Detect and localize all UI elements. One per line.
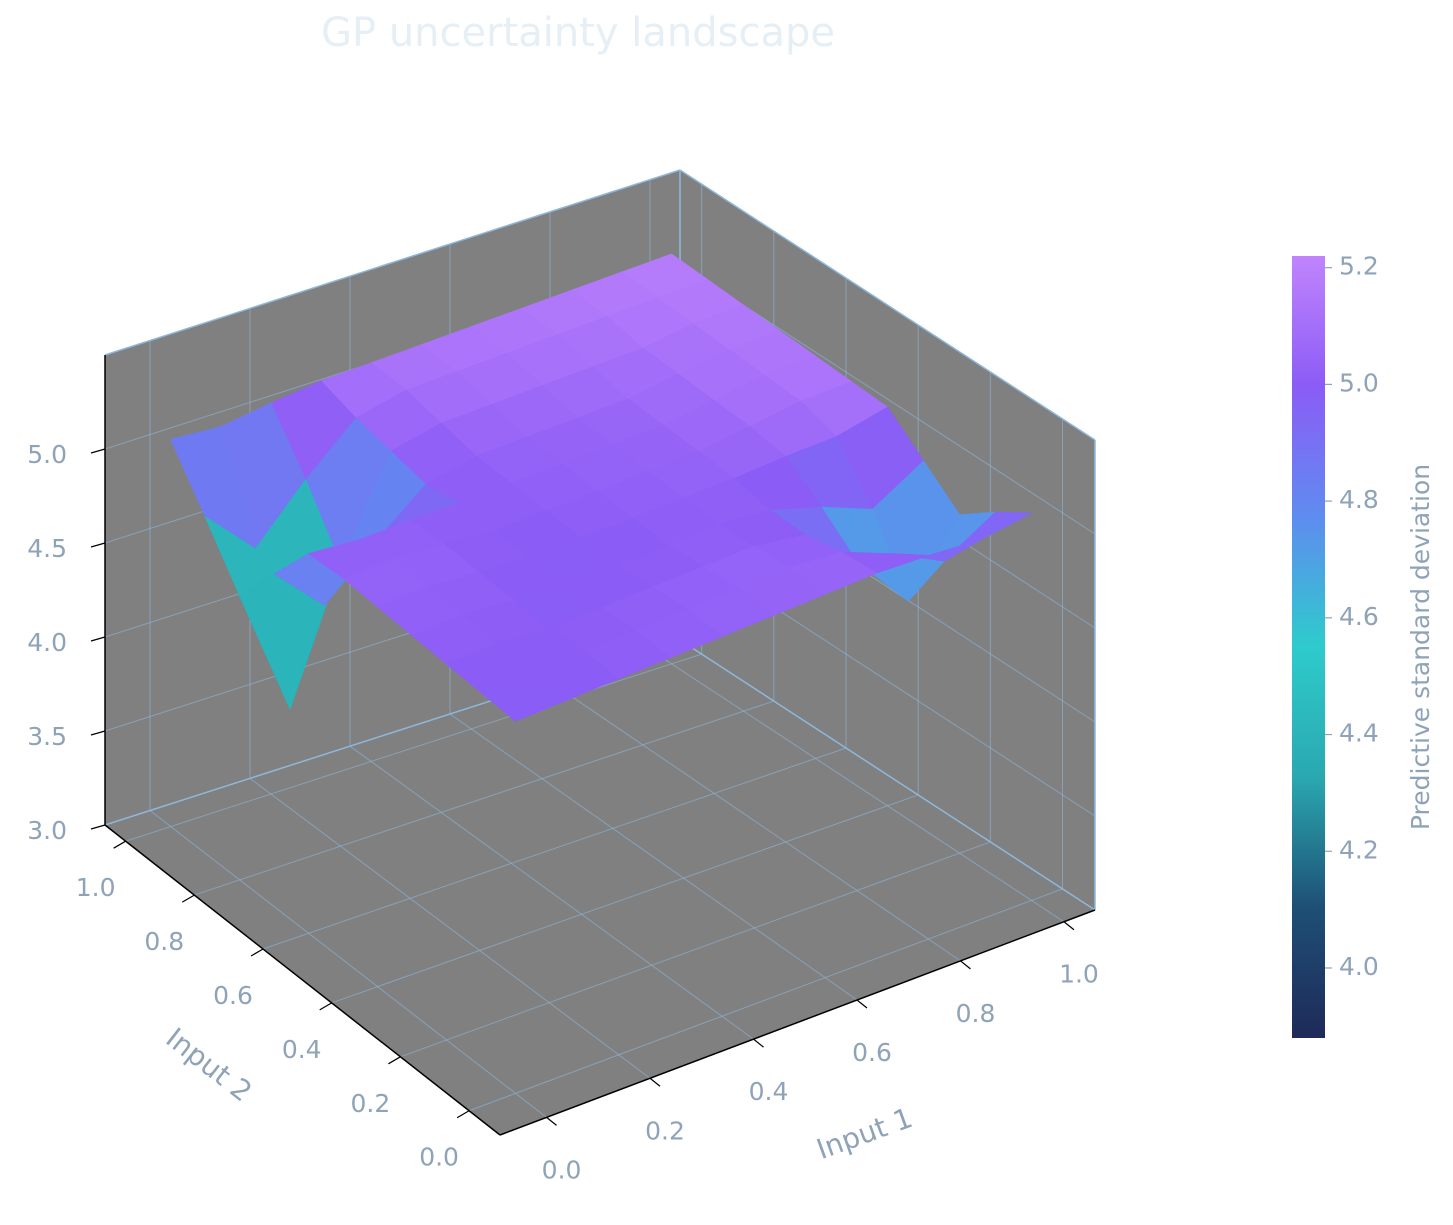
z-tick-label: 3.5 xyxy=(27,722,67,751)
chart-title: GP uncertainty landscape xyxy=(321,10,835,56)
x-tick-label: 1.0 xyxy=(1059,960,1099,989)
y-tick xyxy=(388,1056,401,1065)
z-tick xyxy=(90,730,106,736)
grid-line xyxy=(400,841,991,1058)
colorbar xyxy=(1292,256,1325,1038)
grid-line xyxy=(468,888,1063,1112)
grid-line xyxy=(125,653,702,842)
x-tick xyxy=(960,960,971,970)
box-edge xyxy=(104,169,681,356)
grid-line xyxy=(349,745,754,1040)
colorbar-tick-label: 4.8 xyxy=(1339,485,1379,514)
y-axis-line xyxy=(104,824,501,1136)
x-tick-label: 0.4 xyxy=(749,1077,789,1106)
x-tick xyxy=(856,999,868,1009)
colorbar-tick-label: 4.0 xyxy=(1339,952,1379,981)
box-edge xyxy=(679,169,1096,441)
y-tick xyxy=(182,894,195,903)
z-tick-label: 4.0 xyxy=(27,628,67,657)
z-tick xyxy=(90,636,106,642)
y-tick xyxy=(250,948,264,957)
x-tick xyxy=(649,1077,661,1087)
grid-line xyxy=(194,700,774,896)
y-tick-label: 0.6 xyxy=(213,981,253,1010)
grid-line xyxy=(331,794,919,1004)
y-tick-label: 0.4 xyxy=(282,1035,322,1064)
box-edge xyxy=(679,639,1096,911)
z-tick xyxy=(90,448,106,454)
colorbar-tick-label: 4.2 xyxy=(1339,835,1379,864)
colorbar-tick-label: 4.6 xyxy=(1339,602,1379,631)
y-tick-label: 0.8 xyxy=(144,927,184,956)
x-tick xyxy=(753,1038,764,1048)
surface-cell xyxy=(480,671,568,722)
z-tick-label: 4.5 xyxy=(27,534,67,563)
x-tick xyxy=(546,1116,557,1126)
x-tick-label: 0.6 xyxy=(852,1038,892,1067)
colorbar-tick-label: 4.4 xyxy=(1339,719,1379,748)
y-axis-label: Input 2 xyxy=(160,1021,259,1108)
grid-line xyxy=(649,649,1065,923)
y-tick-label: 0.0 xyxy=(419,1143,459,1172)
y-tick xyxy=(113,840,126,849)
z-tick-label: 3.0 xyxy=(27,816,67,845)
y-tick-label: 1.0 xyxy=(76,873,116,902)
grid-line xyxy=(262,747,847,950)
colorbar-label: Predictive standard deviation xyxy=(1406,464,1435,830)
x-axis-line xyxy=(499,909,1096,1136)
y-tick xyxy=(319,1002,332,1011)
z-tick-label: 5.0 xyxy=(27,440,67,469)
colorbar-tick-label: 5.2 xyxy=(1339,252,1379,281)
floor-pane xyxy=(105,640,1095,1135)
grid-line xyxy=(449,713,858,1001)
x-tick-label: 0.0 xyxy=(542,1155,582,1184)
x-tick xyxy=(1063,921,1075,931)
x-tick-label: 0.2 xyxy=(645,1116,685,1145)
x-tick-label: 0.8 xyxy=(956,999,996,1028)
z-tick xyxy=(90,542,106,548)
z-tick xyxy=(90,824,106,830)
y-tick xyxy=(456,1110,470,1119)
y-tick-label: 0.2 xyxy=(351,1089,391,1118)
x-axis-label: Input 1 xyxy=(812,1101,917,1166)
grid-line xyxy=(549,681,961,962)
colorbar-tick-label: 5.0 xyxy=(1339,368,1379,397)
grid-line xyxy=(249,777,651,1079)
grid-line xyxy=(149,810,547,1118)
